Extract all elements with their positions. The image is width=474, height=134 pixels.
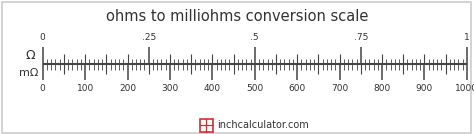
Text: 100: 100 xyxy=(76,84,94,93)
Text: 600: 600 xyxy=(289,84,306,93)
Text: 800: 800 xyxy=(374,84,391,93)
Text: .75: .75 xyxy=(354,33,368,42)
Text: Ω: Ω xyxy=(26,49,36,62)
Text: 900: 900 xyxy=(416,84,433,93)
Text: 0: 0 xyxy=(40,33,46,42)
Text: inchcalculator.com: inchcalculator.com xyxy=(218,120,310,130)
Text: .25: .25 xyxy=(142,33,156,42)
Text: 1000: 1000 xyxy=(456,84,474,93)
Text: ohms to milliohms conversion scale: ohms to milliohms conversion scale xyxy=(106,9,368,24)
Text: 1: 1 xyxy=(464,33,470,42)
Text: 200: 200 xyxy=(119,84,136,93)
Text: mΩ: mΩ xyxy=(19,68,38,78)
Text: 300: 300 xyxy=(161,84,179,93)
Text: 0: 0 xyxy=(40,84,46,93)
Text: 400: 400 xyxy=(204,84,221,93)
Text: 700: 700 xyxy=(331,84,348,93)
Text: .5: .5 xyxy=(250,33,259,42)
Bar xyxy=(200,119,213,132)
Text: 500: 500 xyxy=(246,84,264,93)
